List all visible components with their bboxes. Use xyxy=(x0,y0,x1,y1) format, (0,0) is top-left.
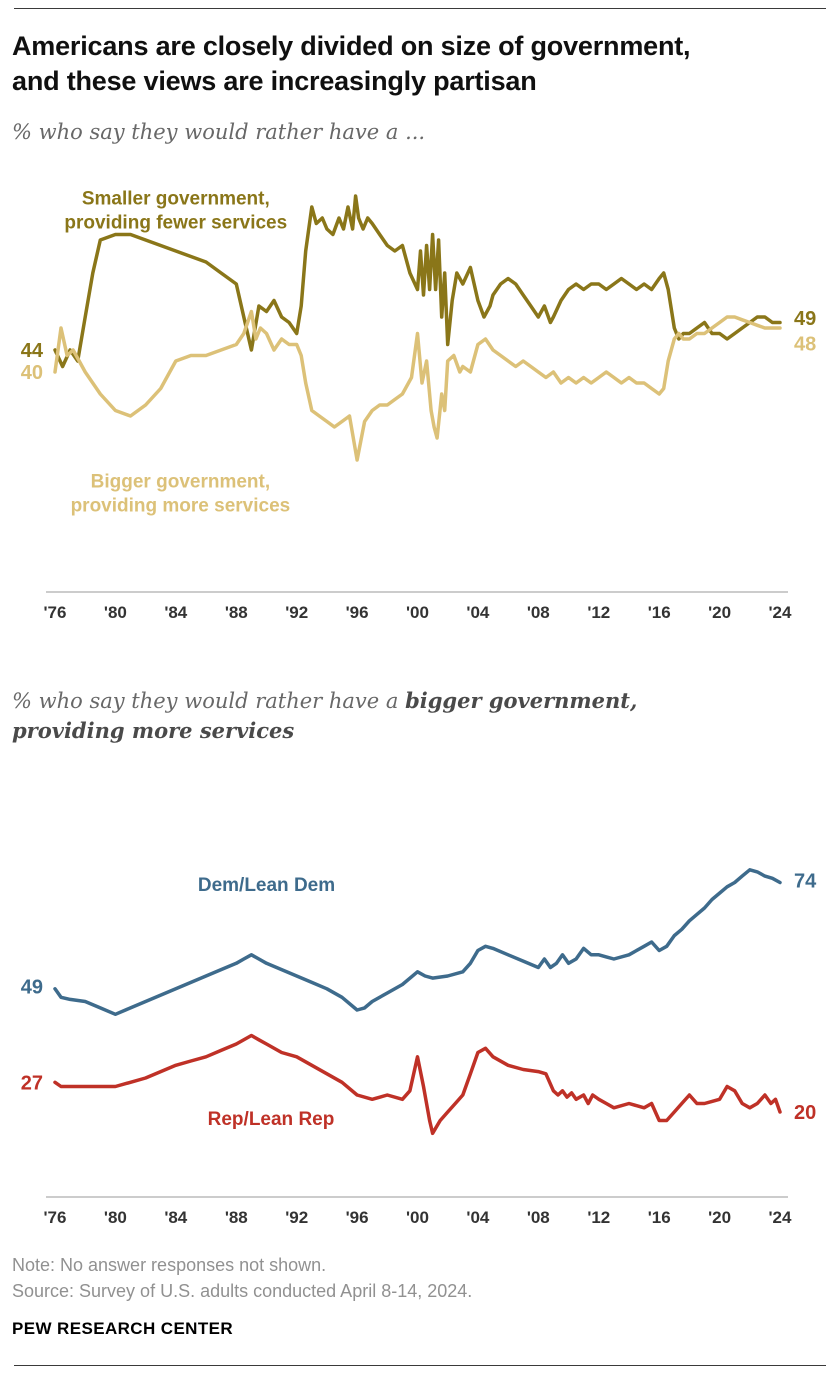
x-tick-92: '92 xyxy=(285,1208,308,1227)
chart2-subtitle-bold: bigger government, providing more servic… xyxy=(12,687,638,744)
series-label-dem-lean-dem: Dem/Lean Dem xyxy=(198,875,335,896)
x-tick-96: '96 xyxy=(346,603,369,622)
chart-bigger-government-by-party: '76 '80 '84 '88 '92 '96 '00 '04 '08 '12 '16 '20 '24 D… xyxy=(21,867,817,1227)
start-value-bigger-government: 40 xyxy=(21,362,43,384)
x-tick-20: '20 xyxy=(708,603,731,622)
x-tick-88: '88 xyxy=(225,1208,248,1227)
series-label-bigger-government: Bigger government, xyxy=(91,471,270,492)
x-tick-16: '16 xyxy=(648,1208,671,1227)
start-value-rep-lean-rep: 27 xyxy=(21,1072,43,1094)
end-value-rep-lean-rep: 20 xyxy=(794,1102,816,1124)
source-text: Source: Survey of U.S. adults conducted … xyxy=(12,1280,473,1301)
x-tick-80: '80 xyxy=(104,1208,127,1227)
x-tick-04: '04 xyxy=(466,1208,489,1227)
x-tick-12: '12 xyxy=(587,1208,610,1227)
x-tick-00: '00 xyxy=(406,603,429,622)
line-bigger-government xyxy=(53,309,782,462)
x-tick-76: '76 xyxy=(44,603,67,622)
note-text: Note: No answer responses not shown. xyxy=(12,1254,327,1275)
line-dem-lean-dem xyxy=(53,867,782,1016)
x-tick-96: '96 xyxy=(346,1208,369,1227)
series-label-rep-lean-rep: Rep/Lean Rep xyxy=(208,1108,335,1129)
x-tick-04: '04 xyxy=(466,603,489,622)
page-title: Americans are closely divided on size of… xyxy=(12,29,800,99)
x-tick-24: '24 xyxy=(769,603,792,622)
page-title-line1: Americans are closely divided on size of… xyxy=(12,31,691,61)
x-tick-16: '16 xyxy=(648,603,671,622)
x-tick-00: '00 xyxy=(406,1208,429,1227)
chart2-subtitle: % who say they would rather have a bigge… xyxy=(12,686,677,747)
chart-size-of-government: '76 '80 '84 '88 '92 '96 '00 '04 '08 '12 '16 '20 '24 S… xyxy=(21,188,817,622)
start-value-dem-lean-dem: 49 xyxy=(21,976,43,998)
x-tick-20: '20 xyxy=(708,1208,731,1227)
x-tick-88: '88 xyxy=(225,603,248,622)
chart2-subtitle-prefix: % who say they would rather have a xyxy=(12,688,406,713)
page-title-line2: and these views are increasingly partisa… xyxy=(12,66,537,97)
footer: Note: No answer responses not shown. Sou… xyxy=(12,1253,828,1340)
top-divider xyxy=(14,8,826,9)
x-tick-92: '92 xyxy=(285,603,308,622)
series-label-smaller-government: providing fewer services xyxy=(64,212,287,233)
x-tick-76: '76 xyxy=(44,1208,67,1227)
chart1-subtitle: % who say they would rather have a ... xyxy=(12,120,426,145)
x-tick-08: '08 xyxy=(527,1208,550,1227)
brand: PEW RESEARCH CENTER xyxy=(12,1319,234,1339)
end-value-dem-lean-dem: 74 xyxy=(794,870,817,892)
series-label-smaller-government: Smaller government, xyxy=(82,188,270,209)
start-value-smaller-government: 44 xyxy=(21,340,44,362)
x-tick-08: '08 xyxy=(527,603,550,622)
x-tick-84: '84 xyxy=(164,1208,187,1227)
x-tick-12: '12 xyxy=(587,603,610,622)
line-rep-lean-rep xyxy=(53,1033,782,1135)
series-label-bigger-government: providing more services xyxy=(71,495,291,516)
end-value-bigger-government: 48 xyxy=(794,333,816,355)
x-tick-24: '24 xyxy=(769,1208,792,1227)
end-value-smaller-government: 49 xyxy=(794,308,816,330)
x-tick-84: '84 xyxy=(164,603,187,622)
x-tick-80: '80 xyxy=(104,603,127,622)
bottom-divider xyxy=(14,1365,826,1367)
